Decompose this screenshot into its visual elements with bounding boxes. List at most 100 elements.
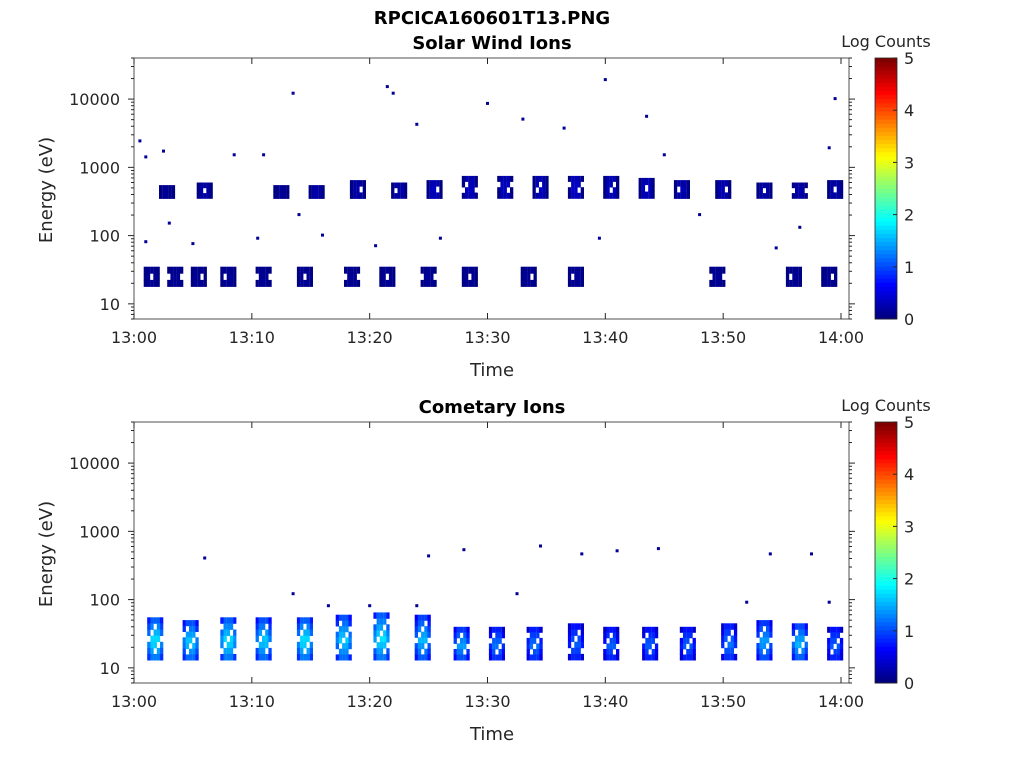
colorbar-swatch — [875, 426, 897, 431]
data-bin — [392, 273, 396, 281]
data-bin — [839, 649, 844, 655]
data-bin — [424, 637, 428, 644]
data-bin — [567, 273, 572, 281]
colorbar-swatch — [875, 662, 897, 668]
data-bin — [190, 279, 195, 287]
data-bin — [535, 181, 539, 188]
data-bin — [226, 273, 230, 281]
data-bin — [769, 187, 773, 194]
data-bin — [769, 654, 773, 661]
data-bin — [386, 648, 390, 655]
colorbar-swatch — [875, 302, 897, 308]
colorbar-swatch — [875, 532, 897, 537]
data-bin — [373, 630, 377, 637]
data-bin — [303, 635, 307, 643]
data-bin — [492, 649, 496, 655]
data-bin — [612, 187, 617, 194]
data-bin — [521, 117, 525, 121]
data-bin — [662, 153, 666, 157]
data-bin — [453, 626, 457, 633]
data-bin — [715, 180, 719, 187]
data-bin — [577, 635, 581, 642]
burst — [791, 623, 808, 661]
data-bin — [258, 279, 263, 287]
data-bin — [453, 632, 457, 639]
data-bin — [520, 279, 524, 287]
data-bin — [654, 643, 659, 650]
data-bin — [769, 625, 773, 632]
data-bin — [709, 279, 713, 287]
data-bin — [309, 647, 313, 655]
data-bin — [262, 641, 266, 649]
y-tick-label: 100 — [89, 227, 120, 246]
colorbar-swatch — [875, 674, 897, 680]
data-bin — [233, 654, 237, 661]
data-bin — [645, 643, 649, 650]
data-bin — [830, 186, 834, 193]
data-bin — [373, 636, 377, 643]
y-tick-label: 10 — [100, 295, 120, 314]
data-bin — [830, 654, 834, 661]
data-bin — [721, 192, 725, 199]
data-bin — [577, 279, 581, 287]
data-bin — [759, 637, 763, 644]
data-bin — [526, 643, 530, 650]
data-bin — [474, 175, 478, 182]
data-bin — [463, 637, 467, 644]
data-bin — [536, 649, 540, 655]
data-bin — [774, 246, 778, 250]
data-bin — [379, 636, 384, 643]
data-bin — [427, 648, 431, 655]
data-bin — [577, 181, 581, 188]
data-bin — [712, 266, 716, 274]
data-bin — [651, 626, 655, 633]
data-bin — [258, 647, 263, 655]
y-tick-label: 1000 — [79, 158, 120, 177]
burst — [349, 180, 366, 199]
burst — [220, 266, 237, 287]
data-bin — [223, 654, 227, 661]
data-bin — [724, 629, 728, 636]
colorbar-swatch — [875, 245, 897, 251]
colorbar-swatch — [875, 86, 897, 92]
data-bin — [730, 635, 734, 642]
data-bin — [488, 626, 493, 633]
data-bin — [258, 623, 263, 630]
data-bin — [577, 641, 581, 649]
data-bin — [609, 192, 613, 199]
data-bin — [498, 654, 502, 661]
data-bin — [609, 643, 613, 650]
data-bin — [417, 643, 422, 650]
data-bin — [265, 273, 269, 281]
burst — [196, 182, 213, 199]
colorbar-swatch — [875, 135, 897, 141]
data-bin — [414, 648, 418, 655]
data-bin — [229, 279, 234, 287]
data-bin — [574, 647, 578, 655]
colorbar-swatch — [875, 491, 897, 496]
data-bin — [342, 631, 346, 638]
colorbar-swatch — [875, 212, 897, 218]
data-bin — [338, 648, 343, 655]
data-bin — [724, 180, 729, 187]
data-bin — [645, 191, 649, 199]
data-bin — [542, 187, 546, 194]
data-bin — [733, 653, 738, 661]
data-bin — [311, 191, 316, 199]
colorbar-swatch — [875, 523, 897, 529]
data-bin — [300, 273, 304, 281]
data-bin — [226, 617, 230, 624]
data-bin — [715, 186, 719, 193]
data-bin — [680, 192, 684, 199]
colorbar-swatch — [875, 650, 897, 655]
colorbar-swatch — [875, 70, 897, 75]
data-bin — [433, 279, 437, 287]
x-tick-label: 13:40 — [582, 328, 628, 347]
data-bin — [727, 629, 731, 636]
data-bin — [730, 653, 734, 661]
data-bin — [609, 649, 613, 655]
data-bin — [150, 279, 154, 287]
burst — [414, 614, 431, 661]
data-bin — [686, 637, 690, 644]
data-bin — [379, 648, 384, 655]
